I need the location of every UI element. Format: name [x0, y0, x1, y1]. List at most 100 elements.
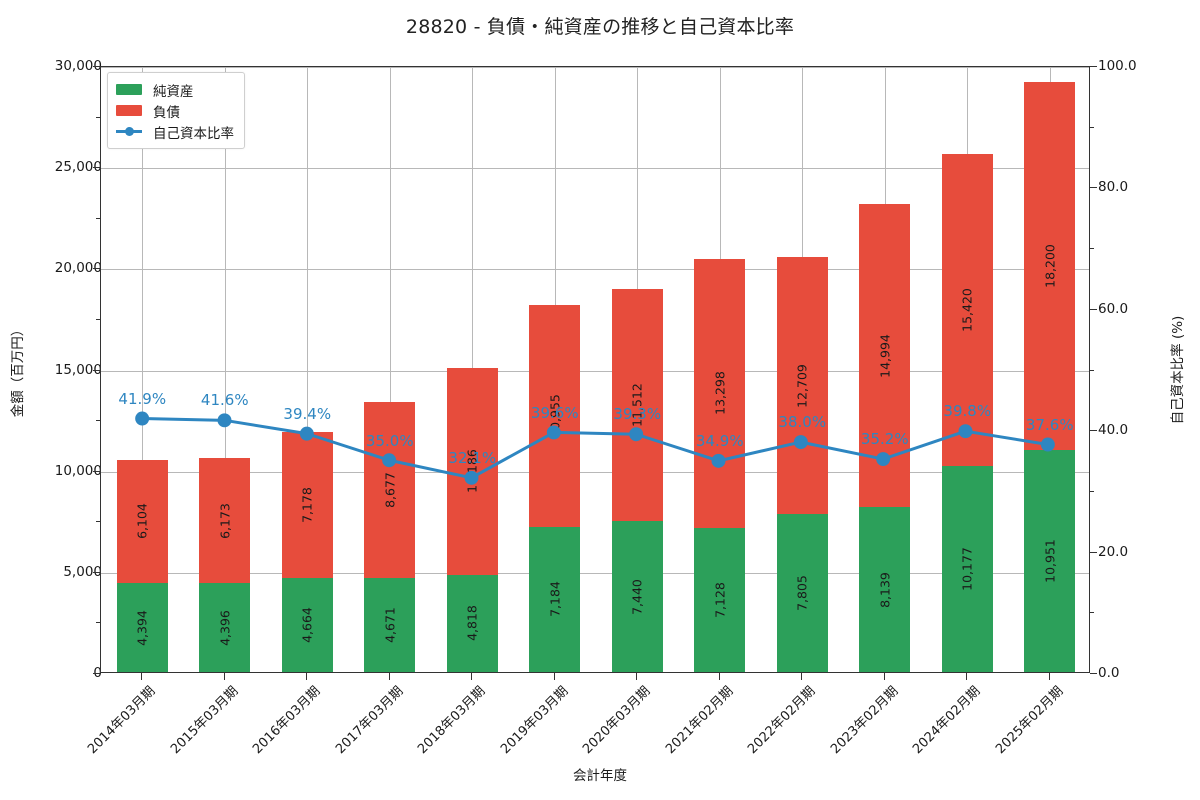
- legend-item[interactable]: 負債: [116, 100, 234, 121]
- y-axis-left-tick-label: 20,000: [54, 260, 102, 277]
- y-axis-left-tick-mark: [93, 167, 100, 169]
- ratio-data-point[interactable]: [217, 413, 232, 428]
- ratio-data-point[interactable]: [958, 424, 973, 439]
- x-axis-tick-label: 2019年03月期: [497, 683, 572, 758]
- x-axis-tick-label: 2025年02月期: [992, 683, 1067, 758]
- bar-segment-equity[interactable]: 4,394: [116, 583, 168, 672]
- y-axis-left-tick-mark: [93, 369, 100, 371]
- bar-segment-liabilities[interactable]: 6,104: [116, 459, 168, 584]
- chart-legend: 純資産負債自己資本比率: [107, 72, 245, 149]
- bar-segment-equity[interactable]: 8,139: [859, 507, 911, 672]
- legend-item-label: 負債: [153, 104, 180, 121]
- bar-group[interactable]: 7,128 13,298: [694, 65, 746, 672]
- bar-group[interactable]: 4,396 6,173: [199, 65, 251, 672]
- y-axis-right-tick-label: 40.0: [1098, 422, 1129, 439]
- y-axis-right-tick-mark: [1090, 187, 1097, 189]
- ratio-data-point[interactable]: [464, 470, 479, 485]
- bar-group[interactable]: 4,664 7,178: [281, 65, 333, 672]
- bar-segment-liabilities[interactable]: 10,955: [529, 305, 581, 527]
- x-axis-tick-mark: [306, 673, 308, 680]
- y-axis-left-tick-mark: [93, 673, 100, 674]
- y-axis-right-minor-tick: [1090, 248, 1094, 250]
- bar-segment-equity[interactable]: 4,818: [446, 574, 498, 672]
- bar-segment-liabilities[interactable]: 11,512: [611, 288, 663, 522]
- bar-group[interactable]: 10,951 18,200: [1024, 65, 1076, 672]
- bar-segment-equity[interactable]: 4,664: [281, 577, 333, 672]
- y-axis-right-tick-label: 80.0: [1098, 179, 1129, 196]
- y-axis-left-minor-tick: [96, 420, 100, 422]
- ratio-data-point[interactable]: [793, 435, 808, 450]
- y-axis-left-tick-label: 5,000: [63, 563, 102, 580]
- y-axis-right-tick-mark: [1090, 308, 1097, 310]
- ratio-data-point[interactable]: [711, 453, 726, 468]
- bar-group[interactable]: 4,394 6,104: [116, 65, 168, 672]
- x-axis-tick-label: 2024年02月期: [910, 683, 984, 758]
- y-axis-right-title: 自己資本比率 (%): [1170, 315, 1186, 425]
- bar-segment-liabilities[interactable]: 7,178: [281, 432, 333, 578]
- ratio-data-point[interactable]: [382, 453, 397, 468]
- ratio-data-point[interactable]: [1040, 437, 1055, 452]
- y-axis-right-minor-tick: [1090, 126, 1094, 128]
- ratio-data-point[interactable]: [135, 411, 150, 426]
- y-axis-left-minor-tick: [96, 217, 100, 219]
- y-axis-right-tick-label: 60.0: [1098, 300, 1129, 317]
- y-axis-left-minor-tick: [96, 521, 100, 523]
- y-axis-left-tick-mark: [93, 571, 100, 573]
- gridline-horizontal: [101, 370, 1089, 372]
- y-axis-left-tick-mark: [93, 66, 100, 67]
- legend-item-label: 純資産: [153, 83, 194, 100]
- legend-item[interactable]: 自己資本比率: [116, 121, 234, 142]
- legend-item-label: 自己資本比率: [153, 125, 234, 142]
- bar-segment-liabilities[interactable]: 12,709: [776, 256, 828, 515]
- x-axis-tick-label: 2022年02月期: [745, 683, 819, 758]
- gridline-vertical: [389, 67, 391, 672]
- bar-segment-liabilities[interactable]: 13,298: [694, 258, 746, 528]
- y-axis-right-tick-mark: [1090, 66, 1097, 67]
- bar-segment-liabilities[interactable]: 6,173: [199, 458, 251, 584]
- bar-group[interactable]: 4,671 8,677: [364, 65, 416, 672]
- bar-group[interactable]: 7,184 10,955: [529, 65, 581, 672]
- bar-segment-equity[interactable]: 10,951: [1024, 450, 1076, 672]
- ratio-data-point[interactable]: [629, 427, 644, 442]
- legend-item[interactable]: 純資産: [116, 79, 234, 100]
- ratio-line-path: [140, 417, 1050, 480]
- x-axis-tick-mark: [636, 673, 638, 680]
- ratio-data-point[interactable]: [546, 425, 561, 440]
- y-axis-left-tick-label: 15,000: [54, 361, 102, 378]
- x-axis-tick-mark: [388, 673, 390, 680]
- y-axis-left-minor-tick: [96, 116, 100, 118]
- gridline-horizontal: [101, 471, 1089, 473]
- gridline-vertical: [224, 67, 226, 672]
- y-axis-right-tick-mark: [1090, 551, 1097, 553]
- y-axis-right-minor-tick: [1090, 490, 1094, 492]
- y-axis-left-tick-label: 30,000: [54, 58, 102, 74]
- bar-segment-equity[interactable]: 7,184: [529, 526, 581, 672]
- bar-segment-equity[interactable]: 7,805: [776, 514, 828, 672]
- bar-segment-equity[interactable]: 7,440: [611, 521, 663, 672]
- x-axis-tick-mark: [1048, 673, 1050, 680]
- y-axis-left-minor-tick: [96, 318, 100, 320]
- bar-segment-equity[interactable]: 4,396: [199, 583, 251, 672]
- x-axis-tick-mark: [718, 673, 720, 680]
- bar-group[interactable]: 7,440 11,512: [611, 65, 663, 672]
- bar-segment-equity[interactable]: 7,128: [694, 527, 746, 672]
- bar-segment-equity[interactable]: 4,671: [364, 577, 416, 672]
- x-axis-tick-mark: [141, 673, 143, 680]
- x-axis-tick-label: 2020年03月期: [580, 683, 654, 758]
- gridline-horizontal: [101, 168, 1089, 170]
- bar-segment-liabilities[interactable]: 15,420: [941, 154, 993, 467]
- bar-segment-liabilities[interactable]: 18,200: [1024, 82, 1076, 451]
- bar-segment-liabilities[interactable]: 8,677: [364, 401, 416, 578]
- gridline-horizontal: [101, 67, 1089, 68]
- ratio-data-point[interactable]: [876, 452, 891, 467]
- ratio-line-series: [135, 411, 1055, 485]
- bar-group[interactable]: 10,177 15,420: [941, 65, 993, 672]
- bar-group[interactable]: 7,805 12,709: [776, 65, 828, 672]
- legend-swatch-icon: [116, 84, 142, 95]
- bar-segment-equity[interactable]: 10,177: [941, 466, 993, 672]
- x-axis-tick-label: 2016年03月期: [250, 683, 324, 758]
- gridline-vertical: [142, 67, 144, 672]
- y-axis-right-tick-label: 0.0: [1098, 665, 1120, 681]
- ratio-data-point[interactable]: [299, 426, 314, 441]
